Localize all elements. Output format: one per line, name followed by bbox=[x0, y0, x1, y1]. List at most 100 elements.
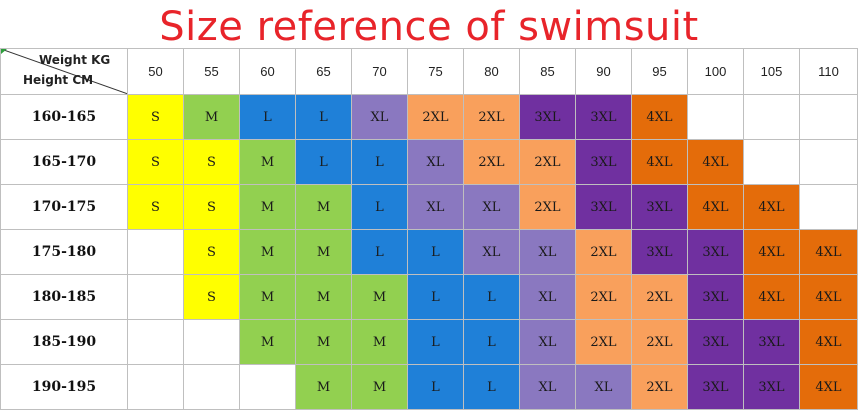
size-cell: L bbox=[407, 364, 464, 410]
size-cell: M bbox=[295, 319, 352, 365]
page-title: Size reference of swimsuit bbox=[159, 4, 699, 50]
size-cell: S bbox=[183, 184, 240, 230]
size-cell: L bbox=[407, 229, 464, 275]
size-cell: L bbox=[407, 319, 464, 365]
size-cell: 3XL bbox=[687, 274, 744, 320]
height-axis-label: Height CM bbox=[23, 73, 94, 87]
size-cell: XL bbox=[351, 94, 408, 140]
size-cell: 2XL bbox=[519, 139, 576, 185]
size-cell: XL bbox=[519, 229, 576, 275]
size-cell: L bbox=[351, 139, 408, 185]
size-chart-table: Weight KG Height CM 50 55 60 65 70 75 80 85 90 95… bbox=[0, 48, 858, 410]
size-cell: 3XL bbox=[687, 364, 744, 410]
size-cell: 4XL bbox=[743, 274, 800, 320]
size-cell: XL bbox=[519, 319, 576, 365]
size-cell: 3XL bbox=[575, 184, 632, 230]
size-cell: M bbox=[351, 274, 408, 320]
size-cell: 2XL bbox=[575, 274, 632, 320]
weight-axis-label: Weight KG bbox=[39, 53, 111, 67]
size-cell: M bbox=[239, 229, 296, 275]
height-range-cell: 175-180 bbox=[0, 229, 128, 275]
empty-cell bbox=[743, 94, 800, 140]
weight-header-cell: 50 bbox=[127, 48, 184, 95]
size-cell: 4XL bbox=[799, 319, 858, 365]
size-cell: L bbox=[351, 184, 408, 230]
size-cell: 2XL bbox=[631, 274, 688, 320]
size-cell: M bbox=[239, 184, 296, 230]
diagonal-divider bbox=[1, 49, 127, 94]
empty-cell bbox=[799, 94, 858, 140]
size-cell: M bbox=[295, 274, 352, 320]
size-cell: 2XL bbox=[463, 139, 520, 185]
size-cell: L bbox=[239, 94, 296, 140]
size-cell: 4XL bbox=[631, 94, 688, 140]
size-cell: S bbox=[183, 229, 240, 275]
size-cell: 4XL bbox=[799, 364, 858, 410]
size-cell: M bbox=[239, 139, 296, 185]
weight-header-cell: 65 bbox=[295, 48, 352, 95]
size-cell: 3XL bbox=[743, 319, 800, 365]
weight-header-cell: 55 bbox=[183, 48, 240, 95]
empty-cell bbox=[799, 184, 858, 230]
size-cell: 2XL bbox=[407, 94, 464, 140]
size-cell: XL bbox=[519, 364, 576, 410]
size-cell: 4XL bbox=[799, 229, 858, 275]
weight-header-cell: 110 bbox=[799, 48, 858, 95]
weight-header-cell: 85 bbox=[519, 48, 576, 95]
empty-cell bbox=[743, 139, 800, 185]
weight-header-cell: 105 bbox=[743, 48, 800, 95]
size-cell: M bbox=[239, 319, 296, 365]
empty-cell bbox=[799, 139, 858, 185]
height-range-cell: 190-195 bbox=[0, 364, 128, 410]
size-cell: M bbox=[295, 229, 352, 275]
size-cell: M bbox=[351, 364, 408, 410]
size-cell: XL bbox=[407, 184, 464, 230]
table-row: 170-175 S S M M L XL XL 2XL 3XL 3XL 4XL 4XL bbox=[0, 184, 858, 230]
size-cell: 4XL bbox=[743, 229, 800, 275]
size-cell: 3XL bbox=[575, 94, 632, 140]
corner-header-cell: Weight KG Height CM bbox=[0, 48, 128, 95]
empty-cell bbox=[687, 94, 744, 140]
size-cell: 4XL bbox=[799, 274, 858, 320]
weight-header-cell: 70 bbox=[351, 48, 408, 95]
size-cell: 3XL bbox=[743, 364, 800, 410]
size-cell: L bbox=[351, 229, 408, 275]
size-cell: S bbox=[127, 184, 184, 230]
height-range-cell: 185-190 bbox=[0, 319, 128, 365]
size-cell: XL bbox=[575, 364, 632, 410]
weight-header-cell: 90 bbox=[575, 48, 632, 95]
size-cell: 3XL bbox=[687, 319, 744, 365]
size-cell: 2XL bbox=[631, 319, 688, 365]
size-cell: 3XL bbox=[575, 139, 632, 185]
size-cell: XL bbox=[407, 139, 464, 185]
weight-header-cell: 75 bbox=[407, 48, 464, 95]
size-cell: 2XL bbox=[631, 364, 688, 410]
weight-header-cell: 80 bbox=[463, 48, 520, 95]
size-cell: 4XL bbox=[631, 139, 688, 185]
size-cell: XL bbox=[463, 184, 520, 230]
size-cell: XL bbox=[519, 274, 576, 320]
height-range-cell: 160-165 bbox=[0, 94, 128, 140]
table-row: 175-180 S M M L L XL XL 2XL 3XL 3XL 4XL 4XL bbox=[0, 229, 858, 275]
size-cell: M bbox=[351, 319, 408, 365]
table-row: 165-170 S S M L L XL 2XL 2XL 3XL 4XL 4XL bbox=[0, 139, 858, 185]
table-row: 180-185 S M M M L L XL 2XL 2XL 3XL 4XL 4XL bbox=[0, 274, 858, 320]
size-cell: S bbox=[127, 139, 184, 185]
size-cell: 3XL bbox=[519, 94, 576, 140]
size-cell: 3XL bbox=[631, 229, 688, 275]
size-cell: 4XL bbox=[687, 139, 744, 185]
empty-cell bbox=[183, 319, 240, 365]
weight-header-cell: 95 bbox=[631, 48, 688, 95]
size-cell: S bbox=[127, 94, 184, 140]
header-row: Weight KG Height CM 50 55 60 65 70 75 80 85 90 95… bbox=[0, 48, 858, 95]
size-cell: 2XL bbox=[575, 229, 632, 275]
size-cell: S bbox=[183, 274, 240, 320]
size-cell: L bbox=[295, 94, 352, 140]
size-cell: L bbox=[463, 319, 520, 365]
height-range-cell: 170-175 bbox=[0, 184, 128, 230]
size-cell: S bbox=[183, 139, 240, 185]
size-cell: 4XL bbox=[743, 184, 800, 230]
height-range-cell: 165-170 bbox=[0, 139, 128, 185]
table-row: 190-195 M M L L XL XL 2XL 3XL 3XL 4XL bbox=[0, 364, 858, 410]
empty-cell bbox=[127, 274, 184, 320]
